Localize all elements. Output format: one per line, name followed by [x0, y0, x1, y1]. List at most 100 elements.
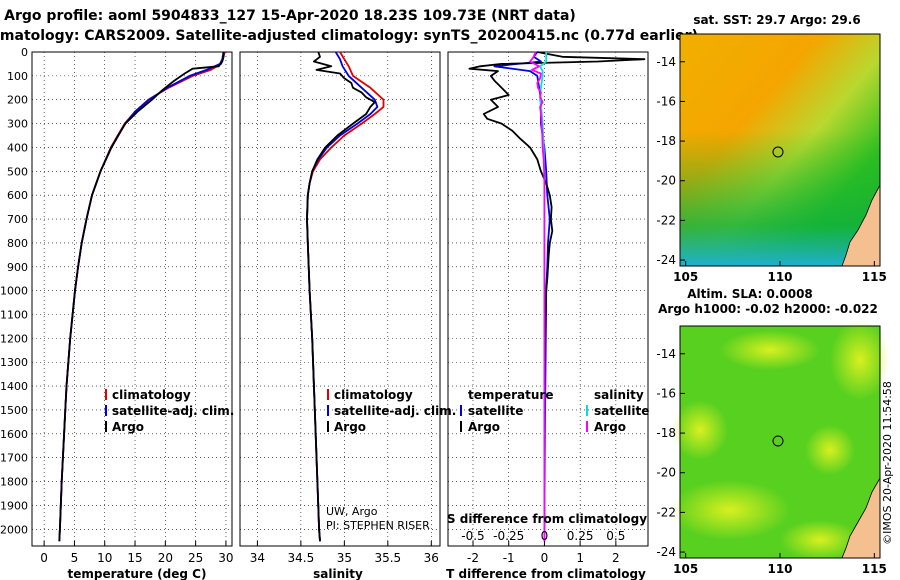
depth-tick-label: 1700 — [0, 452, 28, 465]
depth-tick-label: 200 — [7, 94, 28, 107]
x-tick-label: 34 — [250, 551, 265, 565]
map-lat-label: -20 — [656, 174, 676, 188]
sst-float-marker — [772, 146, 784, 158]
depth-tick-label: 600 — [7, 189, 28, 202]
legend-salinity-heading: salinity — [594, 388, 644, 402]
map-lat-label: -22 — [656, 505, 676, 519]
map-lon-label: 115 — [862, 562, 887, 576]
s-tick-label: 0.5 — [606, 529, 625, 543]
x-tick-label: 35.5 — [374, 551, 401, 565]
sla-float-marker — [772, 435, 784, 447]
legend-climatology-label: climatology — [334, 388, 413, 402]
depth-tick-label: 1400 — [0, 380, 28, 393]
salinity-x-ticks: 34 34.5 35 35.5 36 — [250, 541, 439, 565]
legend-climatology-label: climatology — [112, 388, 191, 402]
x-tick-label: 35 — [337, 551, 352, 565]
difference-x-label: T difference from climatology — [446, 567, 646, 580]
x-tick-label: 5 — [71, 551, 79, 565]
x-tick-label: 0 — [40, 551, 48, 565]
map-axes: -14 -16 -18 -20 -22 -24 105 110 115 -14 -16 -18 -20 -… — [656, 55, 886, 576]
map-lon-label: 110 — [767, 562, 792, 576]
legend-t-argo-label: Argo — [468, 420, 500, 434]
map-lat-label: -16 — [656, 94, 676, 108]
x-tick-label: 36 — [424, 551, 439, 565]
header-title-line2: Climatology: CARS2009. Satellite-adjuste… — [0, 28, 698, 44]
map-lon-label: 105 — [673, 562, 698, 576]
x-tick-label: 1 — [576, 551, 584, 565]
sla-map — [670, 320, 890, 560]
temperature-x-label: temperature (deg C) — [68, 567, 207, 580]
salinity-lines — [306, 51, 385, 542]
map-lat-label: -24 — [656, 545, 676, 559]
depth-tick-label: 1900 — [0, 499, 28, 512]
credit-pi: PI: STEPHEN RISER — [326, 519, 430, 532]
difference-x-ticks: -2 -1 0 1 2 — [467, 541, 620, 565]
difference-lines — [468, 51, 646, 542]
depth-tick-label: 2000 — [0, 523, 28, 536]
legend-s-argo-label: Argo — [594, 420, 626, 434]
x-tick-label: 10 — [97, 551, 112, 565]
salinity-panel-frame — [239, 51, 441, 547]
sst-map-title: sat. SST: 29.7 Argo: 29.6 — [693, 13, 860, 27]
map-lat-label: -24 — [656, 253, 676, 267]
credit-institution: UW, Argo — [326, 505, 378, 518]
sla-map-title2: Argo h1000: -0.02 h2000: -0.022 — [658, 302, 878, 316]
map-lon-label: 110 — [767, 270, 792, 284]
s-tick-label: 0 — [541, 529, 549, 543]
map-lat-label: -14 — [656, 55, 676, 69]
legend-argo-label: Argo — [112, 420, 144, 434]
series-line-argo — [306, 51, 376, 542]
depth-axis: 0 100 200 300 400 500 600 700 800 900 1000 1100 1200… — [0, 46, 28, 536]
depth-tick-label: 1200 — [0, 332, 28, 345]
sla-map-title1: Altim. SLA: 0.0008 — [687, 287, 813, 301]
depth-tick-label: 0 — [21, 46, 28, 59]
x-tick-label: -1 — [503, 551, 515, 565]
series-line-satellite-adj-clim- — [58, 51, 225, 542]
depth-tick-label: 500 — [7, 165, 28, 178]
depth-tick-label: 1600 — [0, 428, 28, 441]
x-tick-label: 2 — [612, 551, 620, 565]
depth-tick-label: 300 — [7, 118, 28, 131]
map-lat-label: -22 — [656, 213, 676, 227]
depth-tick-label: 1800 — [0, 476, 28, 489]
series-line-climatology — [306, 51, 385, 542]
imos-watermark: ©IMOS 20-Apr-2020 11:54:58 — [881, 381, 894, 545]
series-line-temperature-argo — [468, 51, 646, 542]
s-difference-label: S difference from climatology — [447, 512, 647, 526]
legend-t-satellite-label: satellite — [468, 404, 523, 418]
x-tick-label: 25 — [188, 551, 203, 565]
legend-satellite-label: satellite-adj. clim. — [112, 404, 234, 418]
salinity-x-label: salinity — [313, 567, 363, 580]
legend-satellite-label: satellite-adj. clim. — [334, 404, 456, 418]
map-lon-label: 105 — [673, 270, 698, 284]
temperature-grid — [32, 51, 232, 546]
x-tick-label: -2 — [467, 551, 479, 565]
legend-argo-label: Argo — [334, 420, 366, 434]
temperature-lines — [58, 51, 226, 542]
x-tick-label: 0 — [541, 551, 549, 565]
salinity-grid — [240, 51, 440, 546]
map-lon-label: 115 — [862, 270, 887, 284]
s-tick-label: 0.25 — [567, 529, 594, 543]
legend-temperature-heading: temperature — [468, 388, 553, 402]
depth-tick-label: 800 — [7, 237, 28, 250]
salinity-legend: climatology satellite-adj. clim. Argo — [327, 388, 456, 434]
difference-grid — [448, 51, 648, 546]
map-lat-label: -20 — [656, 466, 676, 480]
map-lat-label: -18 — [656, 134, 676, 148]
depth-tick-label: 1300 — [0, 356, 28, 369]
legend-s-satellite-label: satellite — [594, 404, 649, 418]
x-tick-label: 15 — [127, 551, 142, 565]
difference-s-ticks: -0.5 -0.25 0 0.25 0.5 — [461, 529, 625, 543]
temperature-legend: climatology satellite-adj. clim. Argo — [105, 388, 234, 434]
s-tick-label: -0.5 — [461, 529, 484, 543]
depth-tick-label: 1000 — [0, 285, 28, 298]
difference-panel-frame — [447, 51, 649, 547]
depth-tick-label: 700 — [7, 213, 28, 226]
series-line-argo — [58, 52, 225, 542]
map-lat-label: -14 — [656, 347, 676, 361]
depth-tick-label: 900 — [7, 261, 28, 274]
temperature-x-ticks: 0 5 10 15 20 25 30 — [40, 541, 234, 565]
depth-tick-label: 100 — [7, 70, 28, 83]
